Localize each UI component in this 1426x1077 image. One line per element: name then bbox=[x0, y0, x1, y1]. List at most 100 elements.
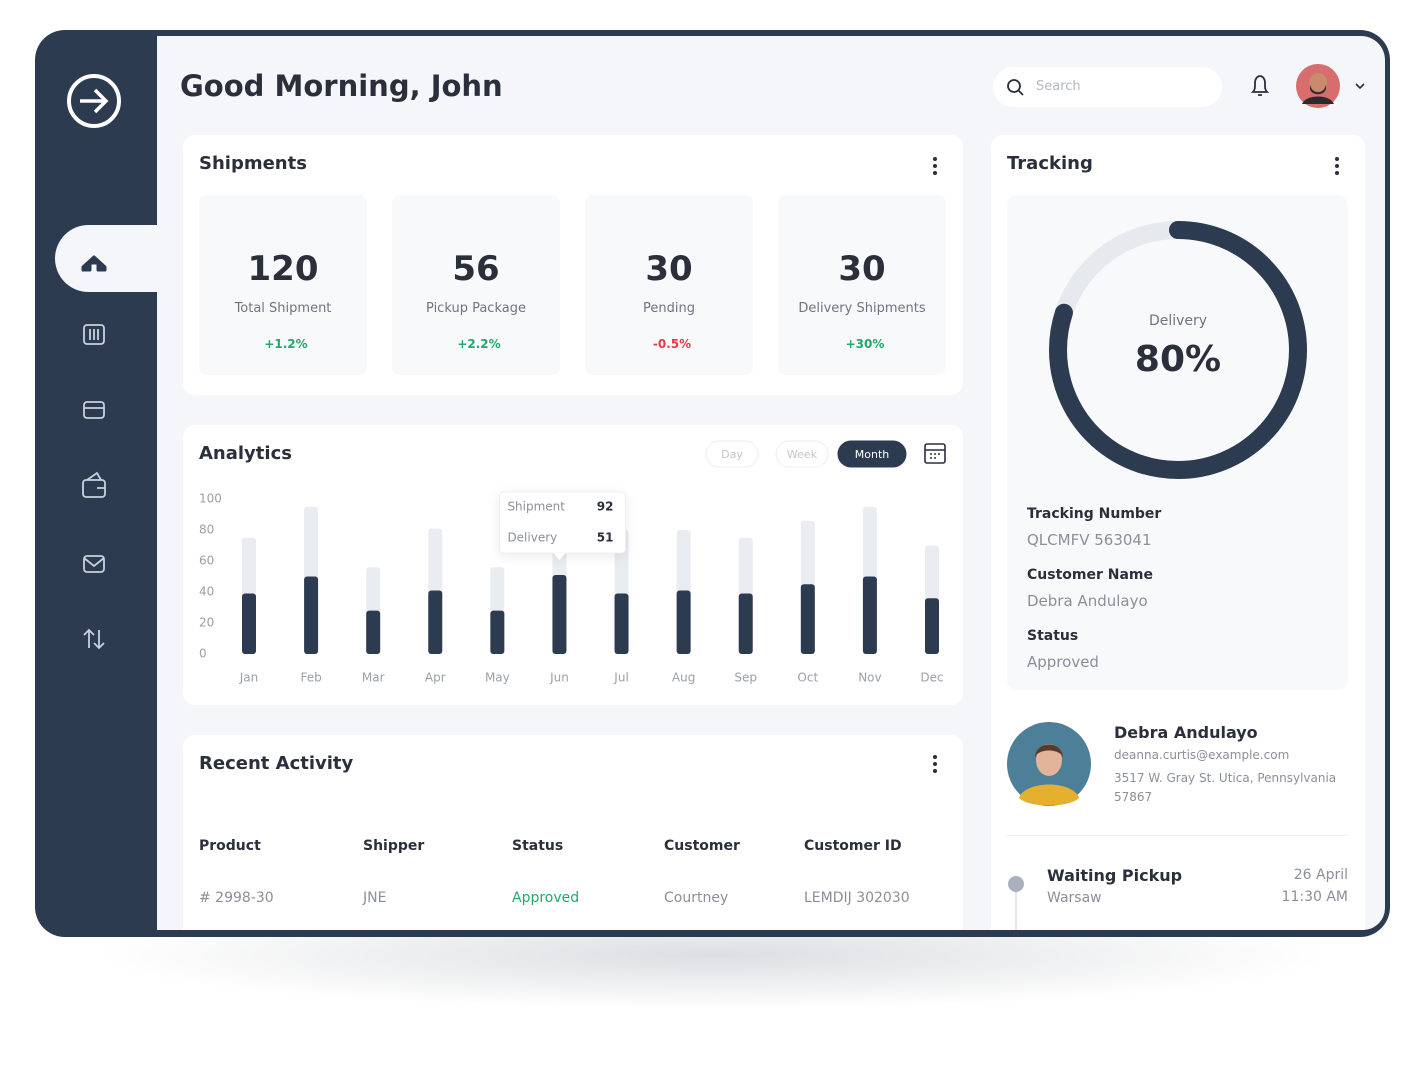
stat-card: 56 Pickup Package +2.2% bbox=[392, 195, 560, 375]
x-tick-label: Jul bbox=[613, 671, 628, 685]
recent-activity-card: Recent Activity Product Shipper Status Cust… bbox=[183, 735, 963, 930]
x-tick-label: Nov bbox=[858, 671, 881, 685]
timeline-dot bbox=[1008, 876, 1024, 892]
menu-dots[interactable] bbox=[1335, 157, 1339, 178]
timeline-date: 26 April bbox=[1293, 867, 1348, 883]
tab-button[interactable] bbox=[775, 440, 829, 468]
column-header: Shipper bbox=[363, 838, 425, 854]
tab-button[interactable] bbox=[837, 440, 907, 468]
stat-card: 30 Delivery Shipments +30% bbox=[778, 195, 946, 375]
bar bbox=[490, 610, 505, 654]
stat-change: +1.2% bbox=[264, 337, 308, 351]
gauge-arc bbox=[1049, 221, 1307, 479]
y-tick-label: 20 bbox=[199, 616, 214, 630]
active-nav-bg bbox=[55, 225, 157, 292]
tab-label[interactable]: Week bbox=[787, 448, 818, 461]
stat-value: 30 bbox=[645, 249, 693, 289]
stat-change: +30% bbox=[845, 337, 885, 351]
bar bbox=[428, 590, 443, 654]
x-tick-label: May bbox=[485, 671, 510, 685]
header-actions bbox=[1250, 75, 1270, 96]
tooltip-value: 51 bbox=[597, 531, 614, 545]
x-tick-label: Mar bbox=[362, 671, 385, 685]
x-tick-label: Dec bbox=[920, 671, 943, 685]
gauge-value: 80% bbox=[1135, 339, 1221, 380]
user-menu[interactable] bbox=[1296, 64, 1376, 110]
y-tick-label: 100 bbox=[199, 492, 222, 506]
detail-value: Debra Andulayo bbox=[1027, 592, 1148, 610]
menu-dots[interactable] bbox=[933, 157, 937, 178]
nav-transfer[interactable] bbox=[83, 628, 105, 650]
tab-label[interactable]: Day bbox=[721, 448, 743, 461]
table-cell: JNE bbox=[363, 890, 387, 906]
detail-label: Status bbox=[1027, 628, 1079, 644]
x-tick-label: Feb bbox=[300, 671, 321, 685]
tab-button[interactable] bbox=[705, 440, 759, 468]
tooltip-pointer bbox=[553, 553, 566, 560]
bar bbox=[676, 590, 691, 654]
y-tick-label: 40 bbox=[199, 585, 214, 599]
detail-label: Customer Name bbox=[1027, 567, 1153, 583]
stat-change-row: -0.5% bbox=[585, 337, 753, 353]
bar bbox=[738, 593, 753, 654]
content-panel: Good Morning, John Search Shipments 120 T… bbox=[157, 36, 1385, 930]
x-tick-label: Jun bbox=[549, 671, 569, 685]
bell[interactable] bbox=[1250, 75, 1270, 96]
search-box[interactable]: Search bbox=[993, 67, 1222, 107]
timeline-location: Warsaw bbox=[1047, 890, 1102, 906]
card-title: Tracking bbox=[1007, 153, 1093, 174]
bar bbox=[552, 574, 567, 654]
column-header: Customer bbox=[664, 838, 740, 854]
x-tick-label: Sep bbox=[734, 671, 757, 685]
stat-label: Delivery Shipments bbox=[798, 301, 926, 316]
nav-grid[interactable] bbox=[83, 324, 105, 345]
calendar-icon[interactable] bbox=[924, 443, 946, 464]
divider bbox=[1007, 835, 1348, 836]
timeline-time: 11:30 AM bbox=[1281, 889, 1348, 905]
sidebar-icons bbox=[67, 74, 121, 650]
contact-avatar bbox=[1007, 722, 1091, 806]
stat-change-row: +2.2% bbox=[392, 337, 560, 353]
menu-dots[interactable] bbox=[933, 755, 937, 776]
tooltip-series: Delivery bbox=[507, 531, 557, 545]
stat-value: 120 bbox=[247, 249, 319, 289]
stat-card: 120 Total Shipment +1.2% bbox=[199, 195, 367, 375]
tracking-card: Tracking Delivery 80% Tracking Number QLC… bbox=[991, 135, 1365, 930]
table-cell: Courtney bbox=[664, 890, 729, 906]
stat-label: Pickup Package bbox=[426, 301, 526, 316]
stat-label: Pending bbox=[643, 301, 695, 316]
tooltip: Shipment 92 Delivery 51 bbox=[498, 491, 626, 560]
detail-value: QLCMFV 563041 bbox=[1027, 531, 1152, 549]
tooltip-series: Shipment bbox=[507, 500, 565, 514]
stat-value: 56 bbox=[452, 249, 500, 289]
bar bbox=[304, 576, 319, 654]
timeline-line bbox=[1015, 892, 1017, 930]
stat-change-row: +30% bbox=[778, 337, 946, 353]
x-tick-label: Jan bbox=[239, 671, 259, 685]
nav-mail[interactable] bbox=[83, 555, 105, 573]
logo[interactable] bbox=[67, 74, 121, 128]
bar bbox=[924, 598, 939, 654]
gauge-label: Delivery bbox=[1149, 313, 1207, 329]
stat-change: -0.5% bbox=[652, 337, 692, 351]
bar bbox=[366, 610, 381, 654]
search-icon bbox=[1007, 79, 1024, 96]
bar bbox=[800, 584, 815, 654]
stat-card: 30 Pending -0.5% bbox=[585, 195, 753, 375]
table-cell: LEMDIJ 302030 bbox=[804, 890, 910, 906]
tab-label[interactable]: Month bbox=[855, 448, 890, 461]
tooltip-value: 92 bbox=[597, 500, 614, 514]
nav-wallet[interactable] bbox=[82, 471, 106, 498]
card-title: Recent Activity bbox=[199, 753, 354, 774]
y-tick-label: 80 bbox=[199, 523, 214, 537]
contact-name: Debra Andulayo bbox=[1114, 723, 1258, 742]
nav-home[interactable] bbox=[81, 255, 107, 272]
x-tick-label: Apr bbox=[425, 671, 446, 685]
table-cell: # 2998-30 bbox=[199, 890, 274, 906]
shipments-card: Shipments 120 Total Shipment +1.2% 56 Pickup… bbox=[183, 135, 963, 395]
bar bbox=[242, 593, 256, 654]
stat-label: Total Shipment bbox=[234, 301, 332, 316]
search-placeholder: Search bbox=[1036, 79, 1081, 94]
nav-card[interactable] bbox=[83, 401, 105, 419]
